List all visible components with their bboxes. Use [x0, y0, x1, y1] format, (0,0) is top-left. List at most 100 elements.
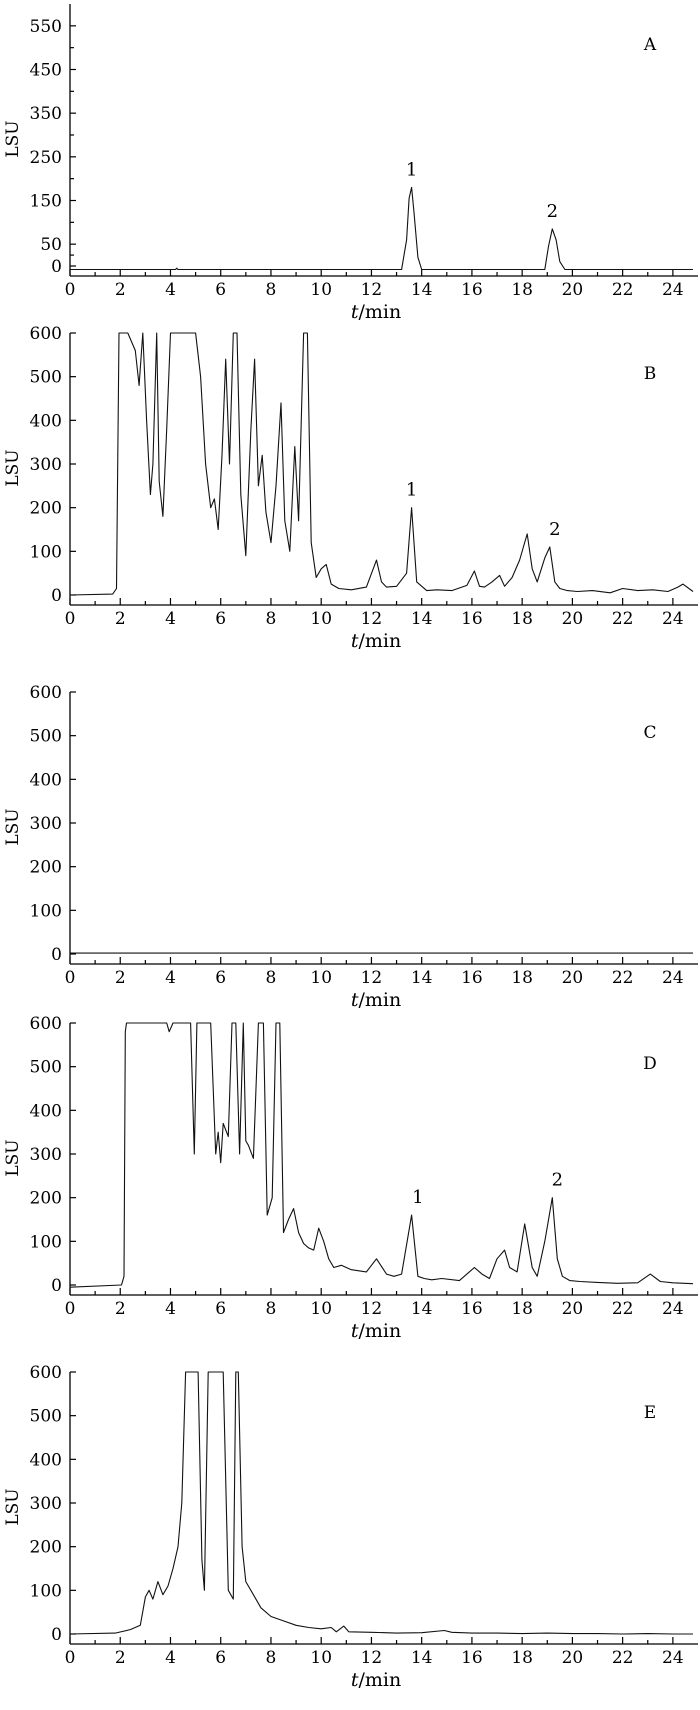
x-axis-label-unit: /min [358, 1320, 401, 1342]
x-tick-label: 20 [562, 1299, 584, 1319]
peak-label: 1 [406, 480, 417, 501]
x-tick-label: 18 [511, 1299, 533, 1319]
x-tick-label: 18 [511, 1648, 533, 1668]
x-axis-label-unit: /min [358, 989, 401, 1011]
y-tick-label: 550 [30, 17, 62, 37]
y-tick-label: 100 [30, 1581, 62, 1601]
x-tick-label: 4 [165, 609, 176, 629]
y-tick-label: 150 [30, 192, 62, 212]
y-tick-label: 0 [51, 257, 62, 277]
x-tick-label: 22 [612, 280, 634, 300]
y-tick-label: 400 [30, 770, 62, 790]
x-tick-label: 20 [562, 968, 584, 988]
x-tick-label: 0 [65, 280, 76, 300]
x-tick-label: 12 [361, 1299, 383, 1319]
y-tick-label: 200 [30, 1189, 62, 1209]
x-tick-label: 10 [310, 1648, 332, 1668]
x-tick-label: 10 [310, 968, 332, 988]
x-tick-label: 8 [266, 1299, 277, 1319]
y-tick-label: 200 [30, 499, 62, 519]
x-tick-label: 10 [310, 609, 332, 629]
x-tick-label: 24 [662, 609, 684, 629]
y-tick-label: 250 [30, 148, 62, 168]
x-axis-label: t/min [351, 301, 401, 323]
x-axis-label: t/min [351, 989, 401, 1011]
x-tick-label: 14 [411, 1648, 433, 1668]
x-axis-label-unit: /min [358, 630, 401, 652]
x-tick-label: 18 [511, 609, 533, 629]
y-tick-label: 500 [30, 1058, 62, 1078]
peak-label: 2 [549, 519, 560, 540]
y-tick-label: 100 [30, 1232, 62, 1252]
x-tick-label: 6 [215, 280, 226, 300]
x-tick-label: 24 [662, 1299, 684, 1319]
x-tick-label: 2 [115, 1648, 126, 1668]
x-tick-label: 14 [411, 280, 433, 300]
x-tick-label: 2 [115, 968, 126, 988]
peak-label: 1 [412, 1187, 423, 1208]
y-tick-label: 400 [30, 411, 62, 431]
y-tick-label: 400 [30, 1450, 62, 1470]
x-tick-label: 6 [215, 1648, 226, 1668]
x-tick-label: 8 [266, 968, 277, 988]
y-axis-label: LSU [3, 1488, 23, 1525]
y-axis-label: LSU [3, 449, 23, 486]
y-tick-label: 0 [51, 945, 62, 965]
peak-label: 2 [552, 1170, 563, 1191]
chromatogram-trace [69, 332, 694, 596]
x-tick-label: 10 [310, 280, 332, 300]
y-tick-label: 600 [30, 1363, 62, 1383]
peak-label: 1 [406, 159, 417, 180]
x-tick-label: 22 [612, 968, 634, 988]
x-tick-label: 12 [361, 1648, 383, 1668]
x-tick-label: 16 [461, 280, 483, 300]
x-tick-label: 4 [165, 280, 176, 300]
x-tick-label: 0 [65, 609, 76, 629]
x-axis-label-variable: t [351, 630, 359, 652]
x-tick-label: 16 [461, 1648, 483, 1668]
panel-letter: B [644, 364, 657, 384]
x-tick-label: 14 [411, 609, 433, 629]
y-tick-label: 0 [51, 1276, 62, 1296]
x-tick-label: 24 [662, 968, 684, 988]
x-tick-label: 16 [461, 609, 483, 629]
x-tick-label: 6 [215, 968, 226, 988]
y-axis-label: LSU [3, 1139, 23, 1176]
y-tick-label: 400 [30, 1101, 62, 1121]
x-tick-label: 2 [115, 280, 126, 300]
y-tick-label: 300 [30, 1145, 62, 1165]
y-tick-label: 0 [51, 1625, 62, 1645]
y-tick-label: 300 [30, 455, 62, 475]
x-tick-label: 8 [266, 609, 277, 629]
x-tick-label: 2 [115, 1299, 126, 1319]
x-axis-label-unit: /min [358, 1669, 401, 1691]
y-tick-label: 500 [30, 368, 62, 388]
chromatogram-trace [69, 1371, 693, 1635]
x-axis-label-variable: t [351, 1669, 359, 1691]
peak-label: 2 [547, 201, 558, 222]
x-axis-label: t/min [351, 1669, 401, 1691]
x-tick-label: 4 [165, 1648, 176, 1668]
y-tick-label: 350 [30, 104, 62, 124]
x-tick-label: 6 [215, 609, 226, 629]
x-tick-label: 22 [612, 1299, 634, 1319]
x-tick-label: 4 [165, 1299, 176, 1319]
panel-letter: E [644, 1403, 656, 1423]
y-tick-label: 500 [30, 727, 62, 747]
x-tick-label: 18 [511, 280, 533, 300]
x-tick-label: 0 [65, 1648, 76, 1668]
y-tick-label: 600 [30, 1014, 62, 1034]
panel-letter: D [643, 1054, 657, 1074]
x-tick-label: 6 [215, 1299, 226, 1319]
x-tick-label: 22 [612, 609, 634, 629]
y-tick-label: 600 [30, 324, 62, 344]
x-axis-label: t/min [351, 1320, 401, 1342]
x-tick-label: 22 [612, 1648, 634, 1668]
x-tick-label: 8 [266, 1648, 277, 1668]
x-tick-label: 0 [65, 1299, 76, 1319]
